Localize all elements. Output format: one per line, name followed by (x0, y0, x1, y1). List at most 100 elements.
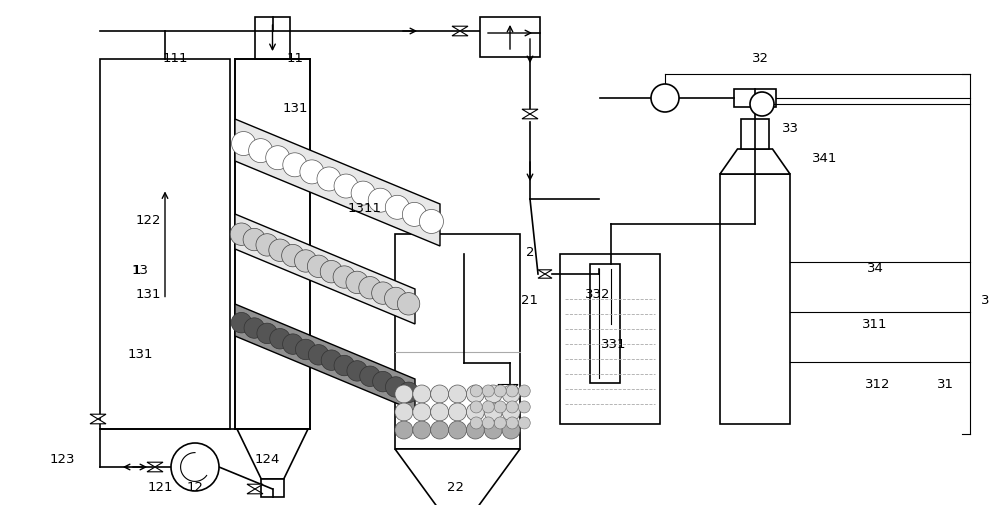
Circle shape (502, 385, 520, 403)
Circle shape (413, 385, 431, 403)
Circle shape (651, 85, 679, 113)
Circle shape (466, 385, 484, 403)
Circle shape (385, 196, 409, 220)
Circle shape (232, 132, 256, 156)
Circle shape (494, 417, 506, 429)
Circle shape (466, 403, 484, 421)
Circle shape (257, 324, 277, 344)
Text: 311: 311 (862, 318, 888, 331)
Circle shape (448, 421, 466, 439)
Text: 331: 331 (601, 338, 627, 351)
Polygon shape (522, 115, 538, 120)
Polygon shape (452, 27, 468, 32)
Circle shape (171, 443, 219, 491)
Circle shape (494, 401, 506, 413)
Circle shape (431, 403, 449, 421)
Circle shape (308, 345, 329, 365)
Circle shape (448, 385, 466, 403)
Circle shape (419, 210, 443, 234)
Circle shape (270, 329, 290, 349)
Circle shape (506, 417, 518, 429)
Bar (560, 255, 660, 424)
Circle shape (750, 93, 774, 117)
Polygon shape (720, 149, 790, 175)
Circle shape (320, 261, 343, 283)
Circle shape (494, 385, 506, 397)
Text: 312: 312 (865, 378, 891, 391)
Circle shape (282, 245, 304, 267)
Circle shape (372, 282, 394, 305)
Circle shape (368, 189, 392, 213)
Circle shape (243, 229, 265, 251)
Polygon shape (235, 120, 440, 246)
Circle shape (395, 421, 413, 439)
Circle shape (518, 417, 530, 429)
Circle shape (402, 203, 426, 227)
Circle shape (385, 377, 406, 397)
Circle shape (395, 385, 413, 403)
Polygon shape (522, 110, 538, 115)
Bar (100, 60, 230, 429)
Circle shape (502, 421, 520, 439)
Circle shape (360, 366, 380, 387)
Circle shape (333, 266, 355, 289)
Text: 131: 131 (282, 102, 308, 114)
Circle shape (395, 403, 413, 421)
Bar (395, 234, 520, 449)
Circle shape (397, 293, 420, 316)
Circle shape (398, 382, 419, 403)
Text: 123: 123 (49, 452, 75, 466)
Circle shape (431, 421, 449, 439)
Circle shape (482, 385, 494, 397)
Polygon shape (235, 305, 415, 411)
Circle shape (283, 154, 307, 177)
Text: 34: 34 (867, 261, 883, 274)
Polygon shape (247, 489, 263, 494)
Text: 131: 131 (127, 348, 153, 361)
Circle shape (413, 421, 431, 439)
Bar (734, 90, 776, 108)
Text: 32: 32 (752, 52, 768, 64)
Text: 1311: 1311 (348, 201, 382, 214)
Text: 22: 22 (446, 481, 464, 493)
Circle shape (484, 421, 502, 439)
Circle shape (470, 385, 482, 397)
Circle shape (506, 385, 518, 397)
Circle shape (484, 385, 502, 403)
Text: 124: 124 (254, 452, 280, 466)
Circle shape (269, 239, 291, 262)
Text: 122: 122 (135, 213, 161, 226)
Polygon shape (395, 449, 520, 505)
Text: 332: 332 (585, 288, 611, 301)
Polygon shape (147, 462, 163, 467)
Polygon shape (538, 274, 552, 279)
Circle shape (359, 277, 381, 299)
Polygon shape (147, 467, 163, 472)
Text: 12: 12 (186, 481, 204, 493)
Polygon shape (452, 32, 468, 37)
Polygon shape (498, 385, 518, 395)
Circle shape (283, 334, 303, 355)
Circle shape (506, 401, 518, 413)
Polygon shape (237, 429, 308, 479)
Text: 341: 341 (812, 151, 838, 164)
Circle shape (321, 350, 342, 371)
Circle shape (295, 339, 316, 360)
Text: 111: 111 (162, 52, 188, 64)
Bar (720, 175, 790, 424)
Circle shape (385, 288, 407, 310)
Polygon shape (235, 215, 415, 324)
Bar (261, 479, 284, 497)
Circle shape (466, 421, 484, 439)
Circle shape (230, 224, 253, 246)
Text: 3: 3 (981, 293, 989, 306)
Text: 131: 131 (135, 288, 161, 301)
Bar (235, 60, 310, 429)
Circle shape (518, 401, 530, 413)
Circle shape (266, 146, 290, 170)
Text: 11: 11 (287, 52, 304, 64)
Circle shape (470, 417, 482, 429)
Bar (255, 18, 290, 60)
Text: 33: 33 (782, 121, 798, 134)
Text: 1: 1 (133, 263, 141, 276)
